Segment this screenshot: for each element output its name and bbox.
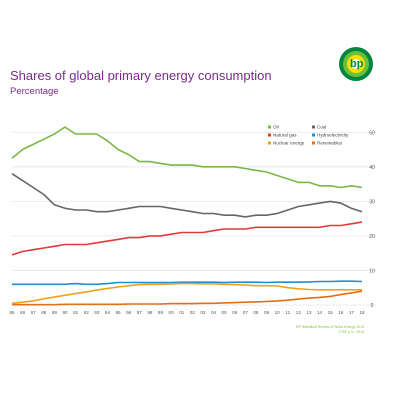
helios-petals — [339, 47, 373, 81]
x-tick-label: 15 — [328, 310, 334, 315]
x-tick-label: 03 — [200, 310, 206, 315]
series-line — [12, 280, 363, 286]
x-tick-label: 13 — [306, 310, 312, 315]
x-tick-label: 94 — [105, 310, 111, 315]
legend-swatch — [268, 125, 271, 129]
gridlines — [12, 131, 376, 306]
x-tick-label: 16 — [338, 310, 344, 315]
legend-swatch — [312, 133, 315, 137]
x-tick-label: 17 — [349, 310, 355, 315]
x-tick-label: 86 — [20, 310, 26, 315]
x-tick-label: 87 — [31, 310, 37, 315]
copyright-footnote: © BP p.l.c. 2019 — [338, 330, 364, 334]
legend-swatch — [312, 141, 315, 145]
x-tick-label: 97 — [137, 310, 143, 315]
y-tick-label: 30 — [369, 199, 375, 205]
bp-helios-logo — [339, 47, 373, 81]
y-axis-ticks: 0 10 20 30 40 50 — [369, 130, 375, 309]
x-tick-label: 91 — [73, 310, 79, 315]
x-tick-label: 05 — [222, 310, 228, 315]
x-tick-label: 01 — [179, 310, 185, 315]
legend-label: Natural gas — [273, 133, 297, 138]
series-lines — [11, 126, 363, 306]
y-tick-label: 10 — [369, 268, 375, 274]
x-tick-label: 11 — [285, 310, 290, 315]
series-line — [11, 282, 362, 305]
chart-legend: Oil Coal Natural gas Hydroelectricity Nuclea… — [268, 125, 349, 146]
x-tick-label: 93 — [94, 310, 100, 315]
y-tick-label: 50 — [369, 130, 375, 136]
x-tick-label: 08 — [253, 310, 259, 315]
x-axis-ticks: 85 86 87 88 89 90 91 92 93 94 95 96 97 98 99 00 01 02 03 04… — [9, 310, 365, 315]
series-line — [11, 173, 363, 218]
series-line — [11, 221, 363, 256]
x-tick-label: 85 — [9, 310, 15, 315]
x-tick-label: 04 — [211, 310, 217, 315]
legend-label: Oil — [273, 125, 279, 130]
legend-label: Hydroelectricity — [317, 133, 349, 138]
x-tick-label: 00 — [169, 310, 175, 315]
x-tick-label: 18 — [359, 310, 365, 315]
page-title: Shares of global primary energy consumpt… — [10, 68, 272, 83]
legend-label: Coal — [317, 125, 326, 130]
bp-logo-text: bp — [350, 58, 364, 70]
series-line — [12, 290, 363, 306]
x-tick-label: 90 — [62, 310, 68, 315]
x-tick-label: 96 — [126, 310, 132, 315]
x-tick-label: 89 — [52, 310, 58, 315]
legend-swatch — [268, 133, 271, 137]
x-tick-label: 99 — [158, 310, 164, 315]
y-tick-label: 0 — [371, 303, 374, 309]
x-tick-label: 98 — [147, 310, 153, 315]
legend-label: Renewables — [317, 141, 343, 146]
page-subtitle: Percentage — [10, 86, 59, 97]
legend-swatch — [268, 141, 271, 145]
y-tick-label: 40 — [369, 165, 375, 171]
source-footnote: BP Statistical Review of World Energy 20… — [296, 325, 364, 329]
x-tick-label: 88 — [41, 310, 47, 315]
x-tick-label: 14 — [317, 310, 323, 315]
x-tick-label: 07 — [243, 310, 249, 315]
x-tick-label: 92 — [84, 310, 90, 315]
x-tick-label: 12 — [296, 310, 302, 315]
legend-label: Nuclear energy — [273, 141, 305, 146]
legend-swatch — [312, 125, 315, 129]
x-tick-label: 09 — [264, 310, 270, 315]
x-tick-label: 10 — [275, 310, 281, 315]
y-tick-label: 20 — [369, 234, 375, 240]
x-tick-label: 95 — [115, 310, 121, 315]
x-tick-label: 02 — [190, 310, 196, 315]
series-line — [11, 126, 363, 189]
x-tick-label: 06 — [232, 310, 238, 315]
